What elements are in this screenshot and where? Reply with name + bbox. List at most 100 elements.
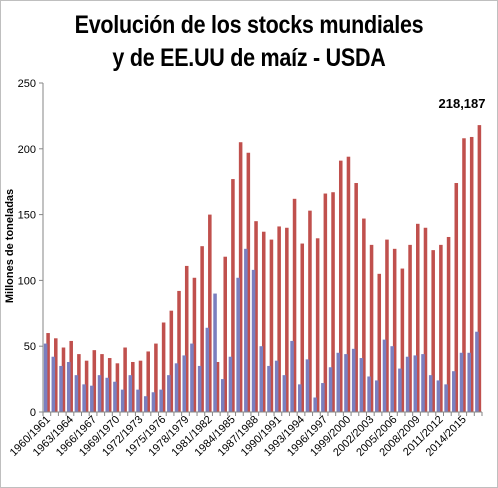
bar-usa-stock <box>475 331 479 412</box>
bar-world-stock <box>161 322 166 412</box>
bar-usa-stock <box>174 363 179 412</box>
bar-usa-stock <box>213 293 217 412</box>
bar-usa-stock <box>228 356 233 412</box>
bar-world-stock <box>285 227 289 412</box>
bar-world-stock <box>107 358 112 412</box>
bar-world-stock <box>300 243 305 412</box>
bar-world-stock <box>115 363 120 412</box>
bar-world-stock <box>215 361 220 412</box>
bar-usa-stock <box>421 354 425 412</box>
bar-world-stock <box>446 236 451 412</box>
bar-usa-stock <box>167 375 171 412</box>
bar-world-stock <box>323 193 328 412</box>
bar-usa-stock <box>182 355 187 412</box>
bar-usa-stock <box>436 380 441 412</box>
bar-world-stock <box>223 256 227 412</box>
bar-usa-stock <box>444 384 448 412</box>
bar-world-stock <box>246 152 251 412</box>
bar-world-stock <box>92 350 97 412</box>
bar-usa-stock <box>120 389 125 412</box>
bar-usa-stock <box>413 355 418 412</box>
bar-usa-stock <box>290 340 294 412</box>
bar-usa-stock <box>220 379 225 412</box>
bar-world-stock <box>423 227 428 412</box>
bar-usa-stock <box>390 346 394 412</box>
bar-usa-stock <box>359 358 364 412</box>
bar-world-stock <box>138 360 143 412</box>
last-value-annotation: 218,187 <box>439 96 486 111</box>
title-line-2: y de EE.UU de maíz - USDA <box>112 44 386 72</box>
bar-usa-stock <box>51 356 56 412</box>
bar-usa-stock <box>151 392 156 412</box>
bar-usa-stock <box>274 360 279 412</box>
bar-usa-stock <box>205 327 210 412</box>
bar-world-stock <box>416 223 420 412</box>
bar-usa-stock <box>305 359 310 412</box>
bar-world-stock <box>454 183 459 412</box>
bar-usa-stock <box>267 365 271 412</box>
bar-world-stock <box>69 340 73 412</box>
bar-usa-stock <box>428 375 433 412</box>
bar-usa-stock <box>190 343 194 412</box>
bar-world-stock <box>362 218 366 412</box>
bar-world-stock <box>400 268 405 412</box>
bar-usa-stock <box>282 375 287 412</box>
bar-usa-stock <box>113 381 117 412</box>
bar-world-stock <box>431 250 435 412</box>
bar-usa-stock <box>313 397 317 412</box>
bar-world-stock <box>346 156 351 412</box>
bar-usa-stock <box>405 356 410 412</box>
bar-world-stock <box>84 360 89 412</box>
bar-world-stock <box>331 192 335 412</box>
bar-usa-stock <box>298 384 302 412</box>
bar-world-stock <box>254 221 258 412</box>
bar-usa-stock <box>97 375 102 412</box>
bar-world-stock <box>46 333 50 412</box>
bar-world-stock <box>338 160 343 412</box>
bar-usa-stock <box>459 352 464 412</box>
bar-usa-stock <box>143 396 148 412</box>
bar-usa-stock <box>321 383 325 412</box>
bar-world-stock <box>169 310 174 412</box>
bar-world-stock <box>77 354 81 412</box>
bar-world-stock <box>439 244 443 412</box>
bar-world-stock <box>192 277 197 412</box>
bar-usa-stock <box>336 352 341 412</box>
bar-usa-stock <box>467 352 471 412</box>
bar-world-stock <box>131 361 135 412</box>
y-tick-label: 150 <box>18 210 36 222</box>
bar-usa-stock <box>59 365 63 412</box>
bar-usa-stock <box>452 371 456 412</box>
y-tick-label: 100 <box>18 275 36 287</box>
bar-world-stock <box>54 338 58 412</box>
bar-usa-stock <box>236 277 240 412</box>
bar-world-stock <box>261 231 266 412</box>
bar-world-stock <box>392 248 397 412</box>
bar-world-stock <box>385 239 389 412</box>
bar-world-stock <box>200 246 204 412</box>
bar-usa-stock <box>43 343 48 412</box>
bar-world-stock <box>369 244 374 412</box>
bar-world-stock <box>231 179 235 412</box>
y-tick-label: 50 <box>24 341 36 353</box>
y-tick-label: 200 <box>18 144 36 156</box>
y-tick-label: 250 <box>18 78 36 90</box>
bar-usa-stock <box>105 377 109 412</box>
bar-usa-stock <box>136 389 140 412</box>
y-axis-label: Millones de toneladas <box>4 189 16 303</box>
bar-world-stock <box>277 226 281 412</box>
bar-usa-stock <box>344 354 348 412</box>
bar-world-stock <box>208 214 212 412</box>
bar-usa-stock <box>197 365 202 412</box>
bar-world-stock <box>238 142 243 412</box>
bar-world-stock <box>462 138 466 412</box>
bar-world-stock <box>184 265 189 412</box>
bar-world-stock <box>154 343 158 412</box>
bar-usa-stock <box>382 339 387 412</box>
chart-title: Evolución de los stocks mundiales y de E… <box>36 9 463 75</box>
bar-world-stock <box>146 351 150 412</box>
bar-usa-stock <box>259 346 264 412</box>
bar-world-stock <box>177 290 181 412</box>
